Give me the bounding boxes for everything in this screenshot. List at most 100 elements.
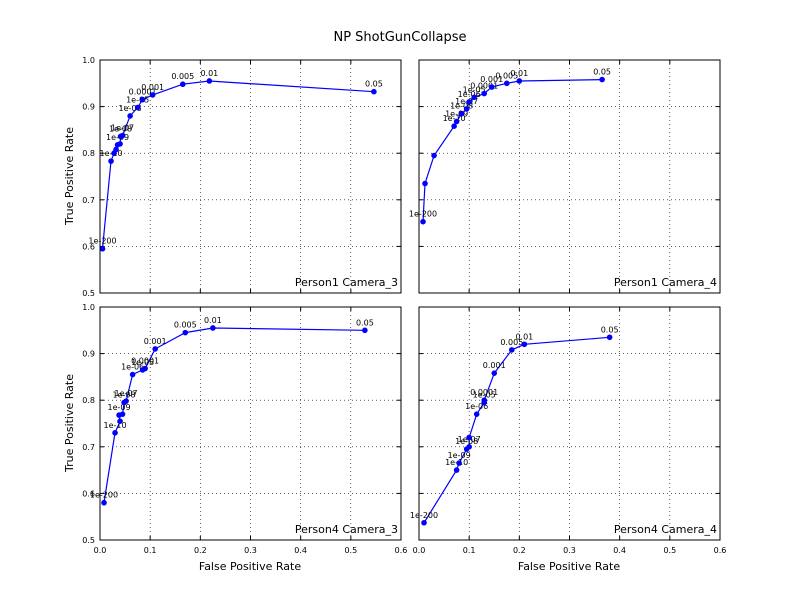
panel-3-point-11 [182, 329, 189, 336]
panel-2-point-label-7: 1e-06 [458, 90, 481, 99]
panel-1-point-10 [139, 96, 146, 103]
panel-2-point-11 [503, 80, 510, 87]
panel-4-x-tick-label-5: 0.5 [663, 546, 676, 555]
panel-4-point-label-2: 1e-09 [448, 451, 471, 460]
panel-1-point-13 [206, 78, 213, 84]
panel-3-point-label-3: 1e-09 [108, 403, 131, 412]
panel-1-point-9 [134, 104, 141, 111]
panel-1-point-3 [113, 146, 119, 153]
panel-1-point-label-6: 1e-08 [109, 124, 132, 133]
panel-1-y-tick-label-1: 0.6 [82, 242, 95, 251]
panel-4-x-tick-label-4: 0.4 [613, 546, 626, 555]
panel-1-point-label-4: 1e-09 [106, 133, 129, 142]
panel-3-x-tick-label-5: 0.5 [344, 546, 357, 555]
panel-3-point-10 [152, 346, 158, 352]
panel-2-point-0 [420, 218, 426, 225]
panel-2-point-12 [516, 78, 523, 84]
panel-4-point-label-10: 0.005 [500, 338, 523, 347]
panel-4-x-tick-label-0: 0.0 [413, 546, 426, 555]
panel-3-y-tick-label-0: 0.5 [82, 536, 95, 545]
panel-4-point-1 [453, 467, 460, 473]
panel-1-point-label-1: 1e-10 [99, 149, 122, 158]
panel-4-frame [418, 306, 721, 541]
panel-4-x-tick-label-3: 0.3 [563, 546, 576, 555]
panel-4-point-label-0: 1e-200 [410, 511, 438, 520]
panel-4-point-12 [606, 334, 613, 341]
panel-3-point-label-1: 1e-10 [104, 421, 127, 430]
panel-4-point-label-6: 1e-06 [465, 402, 488, 411]
panel-3-point-6 [123, 398, 129, 404]
panel-3-x-tick-label-2: 0.2 [194, 546, 207, 555]
panel-1-y-tick-label-3: 0.8 [82, 149, 95, 158]
panel-2-point-13 [599, 76, 605, 83]
panel-1-point-0 [99, 245, 106, 252]
panel-1-title: Person1 Camera_3 [295, 276, 398, 289]
panel-3-point-7 [129, 371, 136, 378]
panel-3: 0.0 0.1 0.2 0.3 0.4 0.5 0.6 0.5 0.6 0.7 0.8 0.9 1.0 1… [82, 303, 407, 555]
panel-1-point-label-8: 1e-06 [119, 104, 142, 113]
panel-4-point-11 [521, 341, 528, 348]
panel-3-point-label-0: 1e-200 [90, 491, 118, 500]
panel-1-point-8 [127, 113, 133, 119]
panel-3-point-label-13: 0.05 [356, 318, 374, 327]
panel-4-point-label-9: 0.001 [483, 361, 506, 370]
panel-3-y-tick-label-2: 0.7 [82, 443, 95, 452]
panel-2-title: Person1 Camera_4 [614, 276, 717, 289]
x-axis-label-right: False Positive Rate [518, 560, 620, 573]
panel-2-point-10 [488, 84, 495, 90]
panel-3-point-2 [117, 418, 123, 424]
panel-3-point-4 [119, 411, 126, 417]
panel-2-point-8 [471, 94, 477, 101]
panel-2-point-label-4: 1e-09 [445, 110, 468, 119]
panel-2-point-label-0: 1e-200 [409, 210, 437, 219]
panel-1-point-label-13: 0.01 [200, 69, 218, 78]
panel-1-y-tick-label-4: 0.9 [82, 103, 95, 112]
x-axis-label-left: False Positive Rate [199, 560, 301, 573]
panel-1-point-5 [117, 141, 123, 147]
panel-4-point-4 [466, 444, 472, 450]
panel-3-point-1 [112, 430, 118, 436]
panel-2-point-label-11: 0.005 [495, 71, 518, 80]
panel-4-point-label-11: 0.01 [515, 332, 533, 341]
panel-1-point-12 [179, 81, 186, 88]
panel-4-point-label-8: 0.0001 [470, 388, 498, 397]
panel-1-y-tick-label-2: 0.7 [82, 196, 95, 205]
panel-2-point-3 [451, 123, 457, 129]
panel-2-point-7 [466, 99, 472, 105]
y-axis-label-bottom: True Positive Rate [63, 374, 76, 473]
panel-4-point-0 [421, 519, 427, 526]
panel-1-point-label-11: 0.001 [141, 83, 164, 92]
panel-4-point-6 [473, 411, 480, 417]
panel-2-point-label-10: 0.001 [480, 75, 503, 84]
panel-3-x-tick-label-0: 0.0 [94, 546, 107, 555]
panel-1-point-11 [149, 92, 156, 98]
panel-1-frame [99, 59, 402, 294]
panel-4-point-5 [466, 434, 472, 441]
panel-4-title: Person4 Camera_4 [614, 523, 717, 536]
panel-2-point-6 [463, 106, 470, 112]
panel-1: 0.50.60.70.80.91.01e-2001e-101e-091e-081… [82, 56, 402, 298]
panel-1-y-tick-label-5: 1.0 [82, 56, 95, 65]
panel-1-point-label-7: 1e-07 [111, 123, 134, 132]
panel-3-point-label-12: 0.01 [204, 316, 222, 325]
panel-2-point-1 [422, 180, 428, 187]
panel-3-x-tick-label-1: 0.1 [144, 546, 157, 555]
panel-3-point-label-10: 0.001 [144, 337, 167, 346]
panel-4-x-tick-label-6: 0.6 [714, 546, 727, 555]
panel-4-point-label-3: 1e-08 [455, 437, 478, 446]
panel-2-point-label-3: 1e-10 [443, 114, 466, 123]
panel-2-point-9 [481, 90, 488, 97]
panel-2-point-label-12: 0.01 [510, 69, 528, 78]
panel-2-frame [418, 59, 721, 294]
panel-3-point-0 [101, 499, 107, 506]
panel-4-point-8 [481, 397, 488, 404]
panel-1-point-label-0: 1e-200 [88, 237, 116, 246]
panel-3-frame [99, 306, 402, 541]
panel-2-point-label-9: 0.0001 [470, 82, 498, 91]
panel-2-point-label-13: 0.05 [593, 68, 611, 77]
panel-1-point-1 [108, 158, 114, 164]
panel-4-x-tick-label-2: 0.2 [513, 546, 526, 555]
panel-3-point-9 [142, 365, 148, 372]
panel-2-point-2 [431, 152, 437, 159]
